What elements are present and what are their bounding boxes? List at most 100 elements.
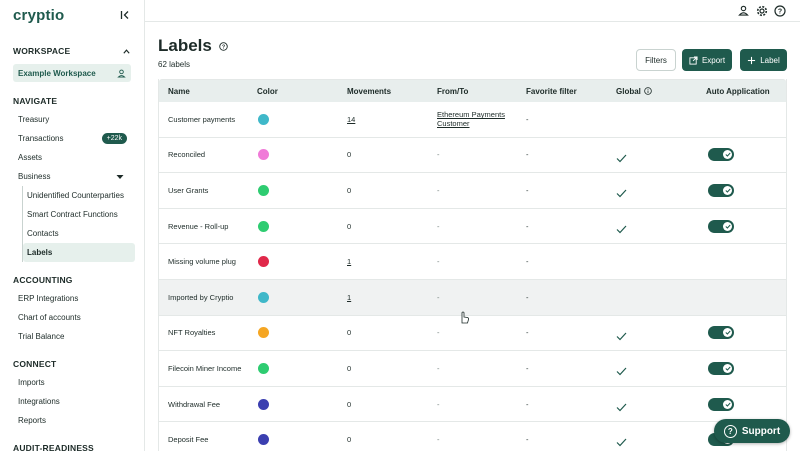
table-row[interactable]: Imported by Cryptio 1 - - [159,279,786,316]
from-to-empty: - [437,328,440,338]
from-to-link[interactable]: Ethereum Payments [437,110,505,120]
auto-application-toggle[interactable] [708,183,734,197]
table-row[interactable]: Customer payments 14 Ethereum Payments Cust… [159,102,786,138]
export-icon [689,55,698,65]
label-color-swatch [258,398,269,410]
sidebar-item-labels[interactable]: Labels [23,243,135,262]
workspace-heading[interactable]: WORKSPACE [0,42,144,60]
label-color-swatch [258,362,269,374]
table-row[interactable]: Missing volume plug 1 - - [159,244,786,280]
sidebar-item-assets[interactable]: Assets [0,148,144,167]
favorite-filter-value: - [526,328,529,338]
workspace-selector[interactable]: Example Workspace [13,64,131,82]
table-row[interactable]: Withdrawal Fee 0 - - [159,387,786,423]
sidebar-item-label: Imports [18,378,45,387]
chevron-up-icon [123,48,130,54]
sidebar-item-chart-of-accounts[interactable]: Chart of accounts [0,308,144,327]
add-label-button[interactable]: Label [740,49,787,71]
header-auto-application[interactable]: Auto Application [706,86,770,96]
label-color-swatch [258,291,269,303]
table-row[interactable]: Deposit Fee 0 - - [159,422,786,451]
support-button-label: Support [741,425,781,437]
page-title: Labels ? [158,36,228,56]
table-header: Name Color Movements From/To Favorite fi… [159,79,786,102]
navigate-heading: NAVIGATE [0,92,144,110]
sidebar-item-label: Trial Balance [18,332,65,341]
collapse-sidebar-icon[interactable] [118,8,132,22]
movements-link[interactable]: 1 [347,257,352,267]
workspace-name: Example Workspace [18,68,96,78]
sidebar-item-erp-integrations[interactable]: ERP Integrations [0,289,144,308]
label-name: Customer payments [168,114,236,124]
header-movements[interactable]: Movements [347,86,392,96]
auto-application-toggle[interactable] [708,219,734,233]
sidebar-item-smart-contract-functions[interactable]: Smart Contract Functions [23,205,135,224]
from-to-empty: - [437,257,440,267]
from-to-empty: - [437,363,440,373]
toggle-check-icon [723,363,732,373]
svg-text:?: ? [777,8,781,15]
from-to-empty: - [437,221,440,231]
auto-application-toggle[interactable] [708,361,734,375]
sidebar-item-trial-balance[interactable]: Trial Balance [0,327,144,346]
header-global[interactable]: Global [616,87,652,96]
user-icon[interactable] [737,4,750,17]
sidebar-item-label: Assets [18,153,43,162]
page-title-text: Labels [158,36,212,55]
label-name: Deposit Fee [168,435,209,445]
check-icon [616,328,627,346]
sidebar-item-label: ERP Integrations [18,294,79,303]
filters-button[interactable]: Filters [636,49,676,71]
table-row[interactable]: Filecoin Miner Income 0 - - [159,351,786,387]
question-icon: ? [723,424,737,438]
sidebar-item-imports[interactable]: Imports [0,373,144,392]
accounting-heading-label: ACCOUNTING [13,275,73,285]
toggle-check-icon [723,221,732,231]
sidebar-item-unidentified-counterparties[interactable]: Unidentified Counterparties [23,186,135,205]
table-row[interactable]: NFT Royalties 0 - - [159,316,786,352]
header-global-label: Global [616,86,641,96]
topbar: ? [145,0,800,22]
label-color-swatch [258,113,269,125]
sidebar-item-contacts[interactable]: Contacts [23,224,135,243]
header-favorite-filter[interactable]: Favorite filter [526,86,577,96]
auto-application-toggle[interactable] [708,148,734,162]
favorite-filter-value: - [526,292,529,302]
check-icon [616,221,627,239]
movements-count: 0 [347,435,352,445]
from-to-link[interactable]: Customer [437,119,470,129]
add-label-button-label: Label [760,55,780,65]
sidebar-item-transactions[interactable]: Transactions +22k [0,129,144,148]
sidebar-item-treasury[interactable]: Treasury [0,110,144,129]
sidebar-item-label: Smart Contract Functions [27,210,118,219]
movements-link[interactable]: 14 [347,114,356,124]
export-button[interactable]: Export [682,49,732,71]
favorite-filter-value: - [526,221,529,231]
question-circle-icon[interactable]: ? [219,41,228,51]
movements-link[interactable]: 1 [347,292,352,302]
navigate-heading-label: NAVIGATE [13,96,58,106]
workspace-heading-label: WORKSPACE [13,46,71,56]
header-color[interactable]: Color [257,86,278,96]
sidebar-item-reports[interactable]: Reports [0,411,144,430]
help-icon[interactable]: ? [773,4,786,17]
table-row[interactable]: User Grants 0 - - [159,173,786,209]
table-row[interactable]: Revenue - Roll-up 0 - - [159,209,786,245]
check-icon [616,185,627,203]
table-row[interactable]: Reconciled 0 - - [159,138,786,174]
check-icon [616,363,627,381]
business-submenu: Unidentified Counterparties Smart Contra… [22,186,144,262]
sidebar-item-label: Treasury [18,115,50,124]
auto-application-toggle[interactable] [708,397,734,411]
label-color-swatch [258,327,269,339]
support-button[interactable]: ? Support [714,419,790,443]
sidebar-item-business[interactable]: Business [0,167,144,186]
gear-icon[interactable] [755,4,768,17]
header-name[interactable]: Name [168,86,190,96]
from-to-empty: - [437,292,440,302]
info-icon [644,87,652,95]
sidebar-item-integrations[interactable]: Integrations [0,392,144,411]
auto-application-toggle[interactable] [708,326,734,340]
label-color-swatch [258,149,269,161]
header-from-to[interactable]: From/To [437,86,469,96]
